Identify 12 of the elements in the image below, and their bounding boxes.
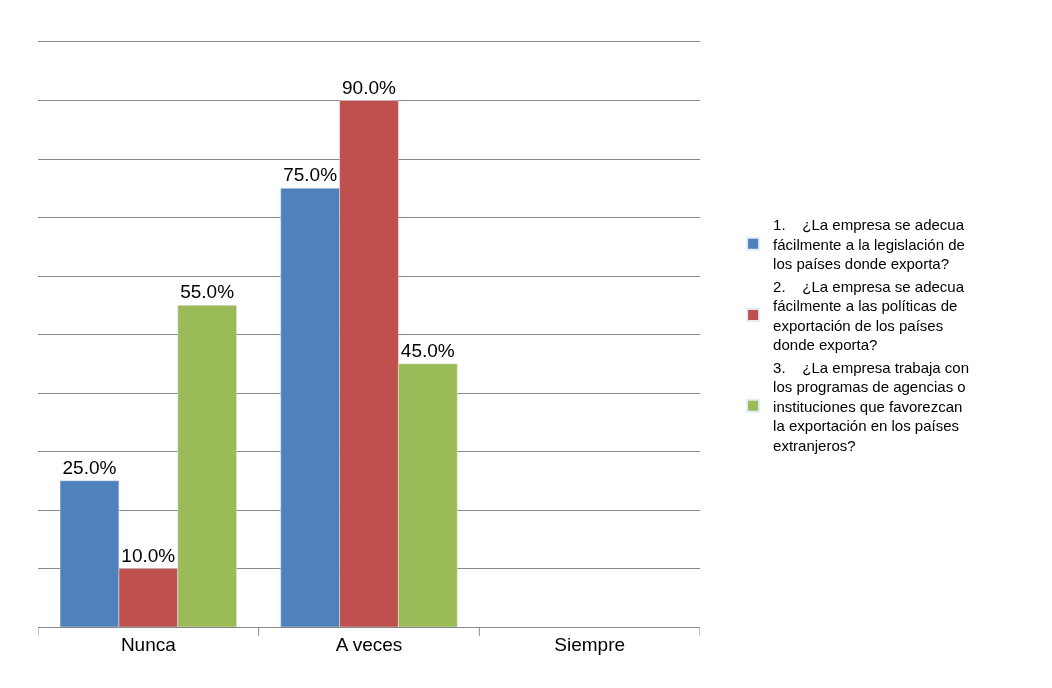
legend-label: 1. ¿La empresa se adecua fácilmente a la legislación de los países donde exporta? — [773, 216, 965, 273]
x-tick-label: Siempre — [554, 633, 626, 655]
data-label: 90.0% — [342, 76, 396, 98]
x-tick-label: Nunca — [120, 633, 177, 655]
legend-label: 2. ¿La empresa se adecua fácilmente a las políticas de exportación de los países donde exporta? — [773, 277, 965, 354]
data-label: 55.0% — [180, 281, 235, 303]
data-label: 45.0% — [400, 339, 455, 361]
data-label: 75.0% — [283, 164, 338, 186]
data-label: 25.0% — [62, 456, 117, 478]
data-label: 10.0% — [121, 544, 176, 566]
legend-label: 3. ¿La empresa trabaja con los programas de agencias o instituciones que favorezcan la exportación en los países extranjeros? — [773, 358, 970, 454]
x-tick-label: A veces — [335, 633, 403, 655]
